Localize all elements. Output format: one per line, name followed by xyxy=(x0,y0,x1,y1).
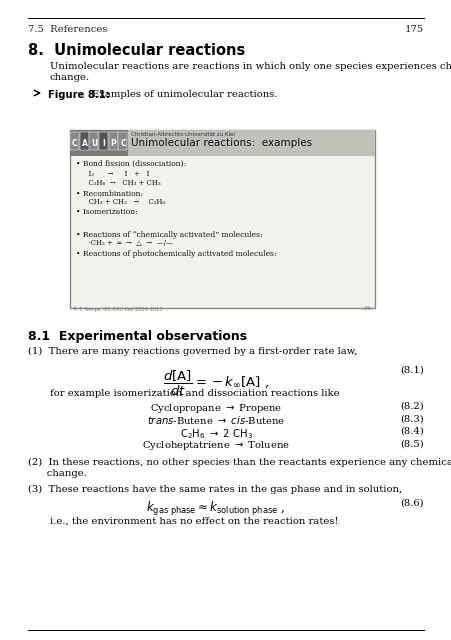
Text: I: I xyxy=(102,138,105,147)
Text: U: U xyxy=(91,138,97,147)
Text: I₂      →     I   +   I: I₂ → I + I xyxy=(84,170,149,179)
Bar xyxy=(99,132,108,150)
Bar xyxy=(118,132,127,150)
Text: (8.2): (8.2) xyxy=(400,402,423,411)
Text: (3)  These reactions have the same rates in the gas phase and in solution,: (3) These reactions have the same rates … xyxy=(28,484,401,493)
Text: Christian-Albrechts-Universität zu Kiel: Christian-Albrechts-Universität zu Kiel xyxy=(131,132,235,137)
Text: Examples of unimolecular reactions.: Examples of unimolecular reactions. xyxy=(92,90,277,99)
Text: Unimolecular reactions:  examples: Unimolecular reactions: examples xyxy=(131,138,312,148)
Text: i.e., the environment has no effect on the reaction rates!: i.e., the environment has no effect on t… xyxy=(50,516,338,525)
Text: change.: change. xyxy=(50,74,90,83)
Text: A: A xyxy=(81,138,87,147)
Text: $k_{\mathrm{gas\ phase}} \approx k_{\mathrm{solution\ phase}}$ ,: $k_{\mathrm{gas\ phase}} \approx k_{\mat… xyxy=(146,500,285,518)
Bar xyxy=(108,132,118,150)
Text: change.: change. xyxy=(28,469,87,478)
Text: C: C xyxy=(72,138,78,147)
Text: Unimolecular reactions are reactions in which only one species experiences chemi: Unimolecular reactions are reactions in … xyxy=(50,62,451,71)
Text: 8.1  Experimental observations: 8.1 Experimental observations xyxy=(28,330,247,343)
Text: • Reactions of “chemically activated” molecules:: • Reactions of “chemically activated” mo… xyxy=(76,231,262,239)
Text: P: P xyxy=(110,138,116,147)
Text: • Recombination:: • Recombination: xyxy=(76,189,143,198)
Bar xyxy=(70,130,374,156)
Text: 2/6: 2/6 xyxy=(362,306,370,311)
Bar xyxy=(89,132,98,150)
Text: (8.3): (8.3) xyxy=(400,415,423,424)
Text: ·CH₂ +  ═  →  △  →  —/—: ·CH₂ + ═ → △ → —/— xyxy=(84,239,173,248)
Text: • Bond fission (dissociation):: • Bond fission (dissociation): xyxy=(76,160,186,168)
Bar xyxy=(79,132,89,150)
Text: C₂H₆  →   CH₃ + CH₃: C₂H₆ → CH₃ + CH₃ xyxy=(84,179,160,187)
Bar xyxy=(70,130,374,308)
Text: • Isomerization:: • Isomerization: xyxy=(76,209,138,216)
Text: Figure 8.1:: Figure 8.1: xyxy=(48,90,110,100)
Text: Cycloheptatriene $\rightarrow$ Toluene: Cycloheptatriene $\rightarrow$ Toluene xyxy=(142,440,289,452)
Text: for example isomerization and dissociation reactions like: for example isomerization and dissociati… xyxy=(50,389,339,398)
Text: (8.1): (8.1) xyxy=(399,366,423,375)
Text: 175: 175 xyxy=(404,25,423,34)
Text: CH₃ + CH₃   →    C₂H₆: CH₃ + CH₃ → C₂H₆ xyxy=(84,198,165,206)
Text: (2)  In these reactions, no other species than the reactants experience any chem: (2) In these reactions, no other species… xyxy=(28,458,451,467)
Text: (8.4): (8.4) xyxy=(399,427,423,436)
Bar xyxy=(70,132,79,150)
Text: • Reactions of photochemically activated molecules:: • Reactions of photochemically activated… xyxy=(76,250,276,258)
Text: C: C xyxy=(120,138,126,147)
Text: (8.6): (8.6) xyxy=(400,499,423,508)
Text: (8.5): (8.5) xyxy=(400,440,423,449)
Text: Cyclopropane $\rightarrow$ Propene: Cyclopropane $\rightarrow$ Propene xyxy=(149,402,281,415)
Text: (1)  There are many reactions governed by a first-order rate law,: (1) There are many reactions governed by… xyxy=(28,347,357,356)
Text: $\mathit{trans}$-Butene $\rightarrow$ $\mathit{cis}$-Butene: $\mathit{trans}$-Butene $\rightarrow$ $\… xyxy=(147,415,285,426)
Bar xyxy=(70,130,128,156)
Text: 7.5  References: 7.5 References xyxy=(28,25,107,34)
Text: 8.  Unimolecular reactions: 8. Unimolecular reactions xyxy=(28,43,245,58)
Text: $\mathrm{C_2H_6}$ $\rightarrow$ $2\ \mathrm{CH_3}$: $\mathrm{C_2H_6}$ $\rightarrow$ $2\ \mat… xyxy=(179,427,252,441)
Text: © T. Temps, IPC-CAU Kiel 2004–2013: © T. Temps, IPC-CAU Kiel 2004–2013 xyxy=(73,306,162,312)
Text: $\dfrac{d[\mathrm{A}]}{dt} = -k_{\infty}[\mathrm{A}]$ ,: $\dfrac{d[\mathrm{A}]}{dt} = -k_{\infty}… xyxy=(162,369,268,398)
